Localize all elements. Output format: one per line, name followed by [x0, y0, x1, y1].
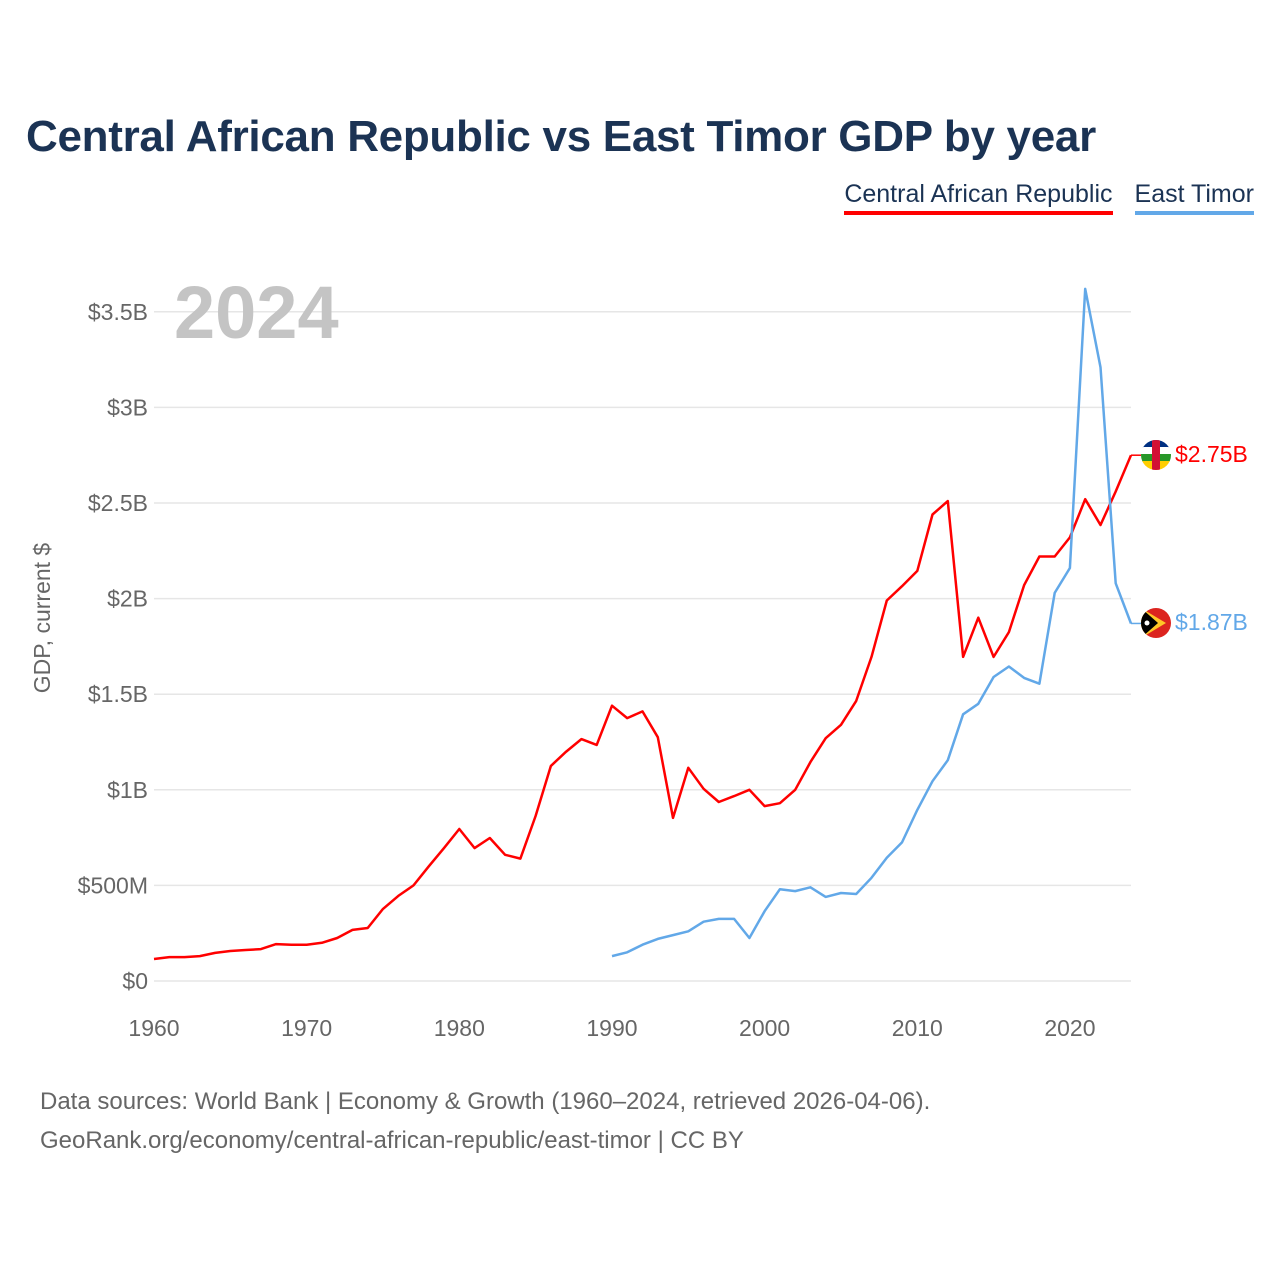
y-tick-label: $2.5B — [88, 490, 148, 516]
y-tick-label: $3B — [107, 394, 148, 420]
series-line-1 — [611, 287, 1133, 958]
x-tick-label: 2000 — [739, 1015, 790, 1041]
y-tick-label: $1.5B — [88, 681, 148, 707]
end-label-central-african-republic: $2.75B — [1175, 441, 1248, 467]
series-line-0 — [153, 454, 1133, 961]
x-tick-label: 2020 — [1044, 1015, 1095, 1041]
legend: Central African Republic East Timor — [844, 180, 1254, 215]
year-watermark: 2024 — [174, 271, 339, 354]
legend-item-central-african-republic[interactable]: Central African Republic — [844, 180, 1113, 215]
chart-title: Central African Republic vs East Timor G… — [26, 112, 1096, 161]
flag-east-timor-icon — [1141, 608, 1171, 638]
y-tick-label: $1B — [107, 777, 148, 803]
footer: Data sources: World Bank | Economy & Gro… — [40, 1082, 930, 1160]
source-text: Data sources: World Bank | Economy & Gro… — [40, 1088, 931, 1115]
legend-item-east-timor[interactable]: East Timor — [1134, 180, 1254, 215]
y-tick-label: $2B — [107, 586, 148, 612]
x-tick-label: 1970 — [281, 1015, 332, 1041]
end-label-east-timor: $1.87B — [1175, 609, 1248, 635]
y-tick-label: $3.5B — [88, 299, 148, 325]
source-link[interactable]: GeoRank.org/economy/central-african-repu… — [40, 1127, 744, 1154]
x-tick-label: 2010 — [892, 1015, 943, 1041]
y-axis-label: GDP, current $ — [29, 543, 55, 694]
x-tick-label: 1990 — [586, 1015, 637, 1041]
x-tick-label: 1980 — [434, 1015, 485, 1041]
y-tick-label: $500M — [78, 872, 148, 898]
x-tick-label: 1960 — [128, 1015, 179, 1041]
flag-central-african-republic-icon — [1141, 440, 1171, 470]
y-tick-label: $0 — [122, 968, 148, 994]
